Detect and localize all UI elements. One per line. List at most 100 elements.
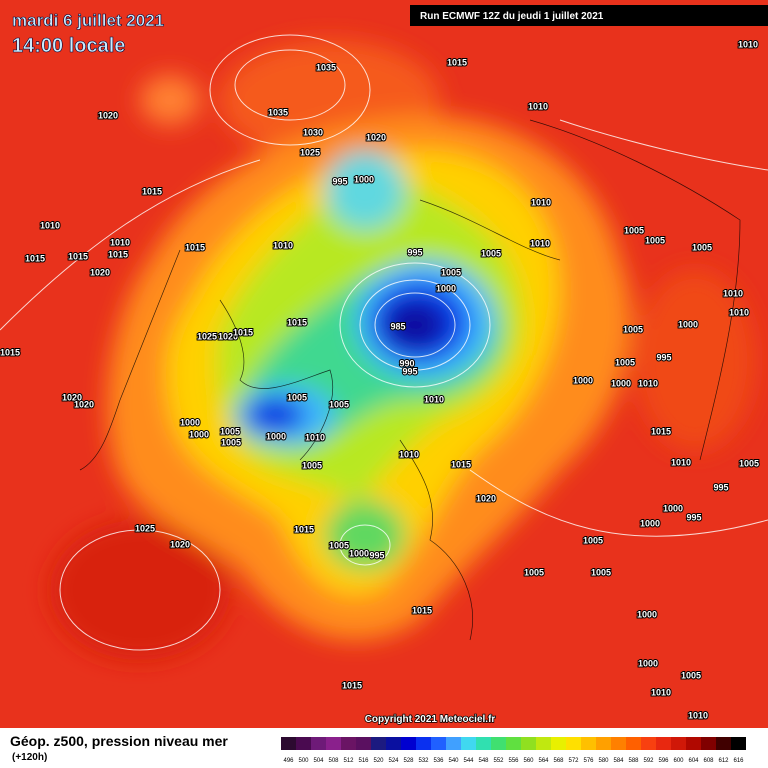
colorbar-swatch — [386, 737, 401, 750]
isobar-label: 1005 — [681, 670, 701, 680]
isobar-label: 1020 — [90, 267, 110, 277]
isobar-label: 1005 — [645, 235, 665, 245]
isobar-label: 1005 — [329, 399, 349, 409]
isobar-label: 995 — [369, 550, 384, 560]
isobar-label: 1035 — [268, 107, 288, 117]
isobar-label: 1005 — [692, 242, 712, 252]
colorbar-label: 496 — [283, 758, 294, 764]
isobar-label: 1020 — [74, 399, 94, 409]
isobar-label: 1000 — [189, 429, 209, 439]
isobar-label: 1005 — [739, 458, 759, 468]
isobar-label: 1000 — [573, 375, 593, 385]
isobar-label: 1025 — [197, 331, 217, 341]
isobar-label: 1020 — [366, 132, 386, 142]
isobar-label: 1005 — [302, 460, 322, 470]
isobar-label: 1020 — [98, 110, 118, 120]
isobar-label: 1015 — [294, 524, 314, 534]
isobar-label: 1015 — [447, 57, 467, 67]
isobar-label: 1015 — [412, 605, 432, 615]
isobar-label: 1000 — [663, 503, 683, 513]
colorbar-label: 540 — [448, 758, 459, 764]
isobar-label: 1015 — [68, 251, 88, 261]
colorbar-swatch — [731, 737, 746, 750]
isobar-label: 1020 — [218, 331, 238, 341]
colorbar-swatch — [521, 737, 536, 750]
colorbar-swatch — [431, 737, 446, 750]
colorbar-swatch — [671, 737, 686, 750]
colorbar-label: 536 — [433, 758, 444, 764]
colorbar-swatch — [686, 737, 701, 750]
isobar-label: 1000 — [678, 319, 698, 329]
colorbar-label: 528 — [403, 758, 414, 764]
colorbar-label: 592 — [643, 758, 654, 764]
isobar-label: 1015 — [451, 459, 471, 469]
isobar-label: 1025 — [135, 523, 155, 533]
isobar-label: 1020 — [170, 539, 190, 549]
isobar-label: 1000 — [638, 658, 658, 668]
time-title: 14:00 locale — [12, 35, 125, 57]
colorbar-label: 524 — [388, 758, 399, 764]
colorbar-label: 572 — [568, 758, 579, 764]
isobar-label: 1000 — [180, 417, 200, 427]
isobar-label: 1010 — [738, 39, 758, 49]
colorbar-swatch — [341, 737, 356, 750]
isobar-label: 1015 — [233, 327, 253, 337]
colorbar-label: 548 — [478, 758, 489, 764]
isobar-label: 1010 — [110, 237, 130, 247]
isobar-label: 995 — [407, 247, 422, 257]
colorbar-label: 520 — [373, 758, 384, 764]
colorbar-label: 508 — [328, 758, 339, 764]
colorbar-swatch — [401, 737, 416, 750]
isobar-label: 1010 — [723, 288, 743, 298]
isobar-label: 1010 — [688, 710, 708, 720]
colorbar-label: 532 — [418, 758, 429, 764]
colorbar-label: 612 — [718, 758, 729, 764]
colorbar-swatch — [716, 737, 731, 750]
isobar-label: 1000 — [436, 283, 456, 293]
isobar-label: 1025 — [300, 147, 320, 157]
colorbar-label: 580 — [598, 758, 609, 764]
colorbar-swatch — [701, 737, 716, 750]
colorbar-label: 568 — [553, 758, 564, 764]
isobar-label: 1015 — [142, 186, 162, 196]
colorbar-label: 576 — [583, 758, 594, 764]
isobar-label: 995 — [656, 352, 671, 362]
colorbar-swatch — [326, 737, 341, 750]
isobar-label: 1010 — [424, 394, 444, 404]
colorbar-swatch — [461, 737, 476, 750]
colorbar-swatch — [281, 737, 296, 750]
colorbar-label: 564 — [538, 758, 549, 764]
date-title: mardi 6 juillet 2021 — [12, 11, 164, 30]
isobar-label: 1005 — [220, 426, 240, 436]
isobar-label: 985 — [390, 321, 405, 331]
isobar-label: 1005 — [591, 567, 611, 577]
coastlines — [79, 119, 741, 641]
isobar-label: 1015 — [185, 242, 205, 252]
isobar-label: 1010 — [530, 238, 550, 248]
colorbar-swatch — [371, 737, 386, 750]
isobar-label: 995 — [402, 366, 417, 376]
colorbar-swatch — [356, 737, 371, 750]
isobar-label: 1020 — [62, 392, 82, 402]
isobar-label: 1005 — [615, 357, 635, 367]
colorbar-swatch — [296, 737, 311, 750]
isobar-label: 1010 — [528, 101, 548, 111]
colorbar-swatch — [446, 737, 461, 750]
colorbar-swatch — [626, 737, 641, 750]
isobar-label: 1000 — [354, 174, 374, 184]
run-info: Run ECMWF 12Z du jeudi 1 juillet 2021 — [420, 11, 604, 22]
isobar-label: 1010 — [671, 457, 691, 467]
isobar-label: 990 — [399, 358, 414, 368]
colorbar-label: 552 — [493, 758, 504, 764]
colorbar-label: 584 — [613, 758, 624, 764]
colorbar-label: 556 — [508, 758, 519, 764]
colorbar-label: 500 — [298, 758, 309, 764]
colorbar-label: 504 — [313, 758, 324, 764]
isobar-label: 1015 — [108, 249, 128, 259]
isobar-label: 1000 — [349, 548, 369, 558]
colorbar-swatch — [416, 737, 431, 750]
colorbar-label: 560 — [523, 758, 534, 764]
isobar-label: 1030 — [303, 127, 323, 137]
